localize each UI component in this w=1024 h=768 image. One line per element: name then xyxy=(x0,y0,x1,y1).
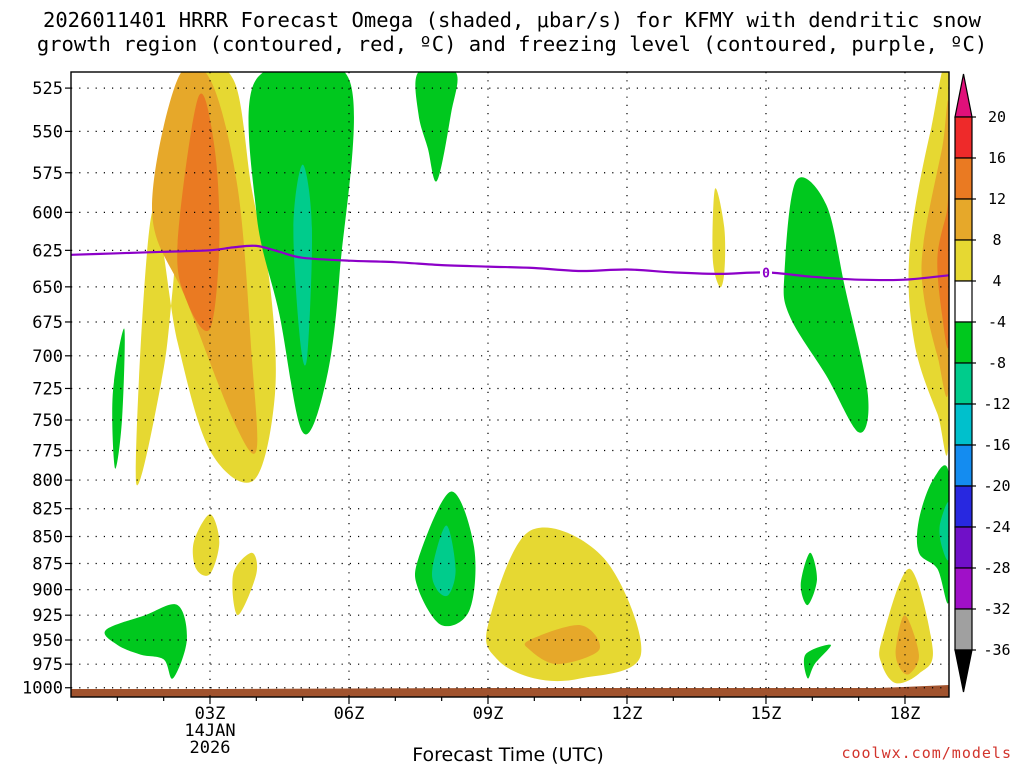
omega-region-23 xyxy=(916,465,949,604)
colorbar-box-4 xyxy=(954,280,973,323)
colorbar-label-12: -32 xyxy=(983,600,1010,618)
y-tick-label-775: 775 xyxy=(32,442,63,462)
y-axis-ticks: 525 550 575 600 625 650 675 700 725 750 775 800 825 8… xyxy=(22,79,71,699)
omega-region-7 xyxy=(712,188,726,288)
colorbar-label-0: 20 xyxy=(988,108,1006,126)
freezing-level-line xyxy=(70,244,950,282)
colorbar-box-6 xyxy=(954,362,973,405)
y-tick-label-825: 825 xyxy=(32,500,63,520)
omega-region-8 xyxy=(783,177,869,433)
freezing-level-layer: 0 xyxy=(70,244,950,282)
omega-region-20 xyxy=(803,644,832,679)
omega-region-2 xyxy=(177,93,220,332)
omega-region-13 xyxy=(232,552,258,616)
x-tick-label-6: 06Z xyxy=(334,704,365,724)
y-tick-label-800: 800 xyxy=(32,471,63,491)
plot-border xyxy=(70,71,950,698)
grid-lines xyxy=(71,72,949,697)
colorbar-box-7 xyxy=(954,403,973,446)
omega-region-12 xyxy=(192,514,220,576)
colorbar-label-8: -16 xyxy=(983,436,1010,454)
colorbar-label-5: -4 xyxy=(988,313,1006,331)
colorbar-box-1 xyxy=(954,157,973,200)
date-label-year: 2026 xyxy=(190,738,231,758)
colorbar-label-4: 4 xyxy=(992,272,1001,290)
colorbar-cap-top xyxy=(954,73,973,118)
omega-region-10 xyxy=(921,100,949,398)
colorbar-box-9 xyxy=(954,485,973,528)
colorbar-label-1: 16 xyxy=(988,149,1006,167)
x-tick-label-3: 03Z xyxy=(195,704,226,724)
omega-region-11 xyxy=(937,188,949,349)
colorbar-box-2 xyxy=(954,198,973,241)
y-tick-label-850: 850 xyxy=(32,527,63,547)
y-tick-label-575: 575 xyxy=(32,164,63,184)
colorbar-box-12 xyxy=(954,608,973,651)
chart-title-line1: 2026011401 HRRR Forecast Omega (shaded, … xyxy=(43,8,981,32)
omega-region-19 xyxy=(800,552,818,606)
colorbar-label-13: -36 xyxy=(983,641,1010,659)
omega-region-3 xyxy=(112,328,125,469)
y-tick-label-950: 950 xyxy=(32,631,63,651)
chart-title: 2026011401 HRRR Forecast Omega (shaded, … xyxy=(0,8,1024,56)
x-axis-label: Forecast Time (UTC) xyxy=(412,744,604,766)
colorbar-box-10 xyxy=(954,526,973,569)
colorbar-label-7: -12 xyxy=(983,395,1010,413)
x-tick-label-9: 09Z xyxy=(473,704,504,724)
x-tick-label-15: 15Z xyxy=(751,704,782,724)
colorbar-label-2: 12 xyxy=(988,190,1006,208)
y-tick-label-875: 875 xyxy=(32,554,63,574)
colorbar-cap-bottom xyxy=(954,649,973,693)
y-tick-label-700: 700 xyxy=(32,347,63,367)
y-tick-label-1000: 1000 xyxy=(22,679,63,699)
colorbar-label-6: -8 xyxy=(988,354,1006,372)
colorbar-label-10: -24 xyxy=(983,518,1010,536)
colorbar-box-11 xyxy=(954,567,973,610)
y-tick-label-675: 675 xyxy=(32,313,63,333)
colorbar-box-5 xyxy=(954,321,973,364)
omega-region-22 xyxy=(895,615,919,675)
colorbar-box-3 xyxy=(954,239,973,282)
terrain-surface xyxy=(71,685,949,697)
omega-region-17 xyxy=(486,527,642,682)
omega-region-16 xyxy=(431,525,456,597)
colorbar-label-9: -20 xyxy=(983,477,1010,495)
omega-shading xyxy=(104,72,949,684)
y-tick-label-925: 925 xyxy=(32,606,63,626)
y-tick-label-750: 750 xyxy=(32,411,63,431)
y-tick-label-600: 600 xyxy=(32,203,63,223)
freezing-level-label: 0 xyxy=(762,266,770,281)
x-tick-label-12: 12Z xyxy=(612,704,643,724)
y-tick-label-975: 975 xyxy=(32,655,63,675)
y-tick-label-525: 525 xyxy=(32,79,63,99)
omega-region-24 xyxy=(939,502,949,561)
x-tick-label-18: 18Z xyxy=(890,704,921,724)
omega-region-6 xyxy=(415,72,458,182)
y-tick-label-550: 550 xyxy=(32,122,63,142)
y-tick-label-650: 650 xyxy=(32,278,63,298)
colorbar: 20 16 12 8 4 -4 -8 -12 -16 -20 -24 -28 -32 -36 xyxy=(954,73,1011,693)
credit-text: coolwx.com/models xyxy=(841,744,1012,762)
omega-region-14 xyxy=(104,604,187,679)
y-tick-label-625: 625 xyxy=(32,241,63,261)
colorbar-box-0 xyxy=(954,116,973,159)
chart-title-line2: growth region (contoured, red, ºC) and f… xyxy=(36,32,988,56)
omega-region-5 xyxy=(293,164,313,366)
colorbar-label-11: -28 xyxy=(983,559,1010,577)
terrain-band xyxy=(71,685,949,697)
colorbar-box-8 xyxy=(954,444,973,487)
y-tick-label-725: 725 xyxy=(32,379,63,399)
y-tick-label-900: 900 xyxy=(32,581,63,601)
omega-region-18 xyxy=(524,625,601,665)
date-label-day: 14JAN xyxy=(184,721,235,741)
freezing-level-label-bg xyxy=(759,264,772,280)
plot-frame xyxy=(70,71,950,698)
colorbar-label-3: 8 xyxy=(992,231,1001,249)
